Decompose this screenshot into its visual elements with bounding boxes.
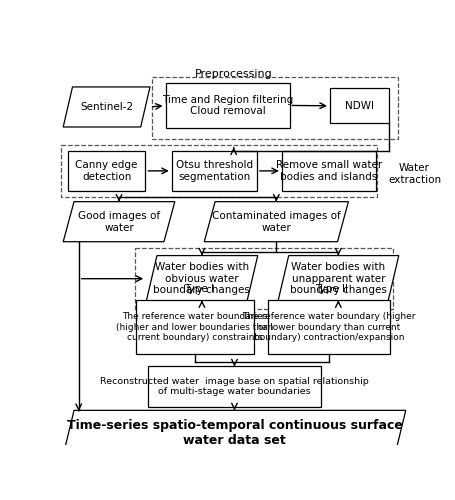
Bar [136, 300, 253, 354]
Bar [151, 77, 397, 138]
Text: Sentinel-2: Sentinel-2 [80, 102, 133, 112]
Bar [267, 300, 389, 354]
Text: Otsu threshold
segmentation: Otsu threshold segmentation [175, 160, 253, 182]
Polygon shape [204, 202, 348, 241]
Bar [172, 151, 256, 191]
Text: Good images of
water: Good images of water [78, 211, 160, 233]
Text: The reference water boundaries
(higher and lower boundaries than
current boundar: The reference water boundaries (higher a… [116, 312, 273, 342]
Text: Water
extraction: Water extraction [387, 163, 440, 185]
Text: Canny edge
detection: Canny edge detection [75, 160, 137, 182]
Bar [329, 88, 388, 123]
Text: The reference water boundary (higher
or lower boundary than current
boundary) co: The reference water boundary (higher or … [242, 312, 415, 342]
Text: Contaminated images of
water: Contaminated images of water [212, 211, 340, 233]
Bar [134, 248, 393, 310]
Bar [148, 366, 320, 406]
Polygon shape [63, 410, 405, 455]
Text: Water bodies with
obvious water
boundary changes: Water bodies with obvious water boundary… [153, 262, 250, 296]
Text: Type I: Type I [183, 284, 213, 294]
Text: Water bodies with
unapparent water
boundary changes: Water bodies with unapparent water bound… [289, 262, 386, 296]
Text: Reconstructed water  image base on spatial relationship
of multi-stage water bou: Reconstructed water image base on spatia… [100, 377, 368, 396]
Bar [68, 151, 145, 191]
Bar [61, 144, 376, 197]
Text: Time-series spatio-temporal continuous surface
water data set: Time-series spatio-temporal continuous s… [66, 418, 401, 446]
Polygon shape [63, 87, 150, 127]
Text: Preprocessing: Preprocessing [194, 69, 272, 79]
Text: Remove small water
bodies and islands: Remove small water bodies and islands [275, 160, 381, 182]
Text: Time and Region filtering
Cloud removal: Time and Region filtering Cloud removal [162, 94, 293, 116]
Polygon shape [63, 202, 174, 241]
Bar [165, 83, 289, 128]
Polygon shape [146, 256, 257, 302]
Text: Type II: Type II [314, 284, 347, 294]
Bar [281, 151, 375, 191]
Text: NDWI: NDWI [344, 101, 373, 111]
Polygon shape [277, 256, 398, 302]
